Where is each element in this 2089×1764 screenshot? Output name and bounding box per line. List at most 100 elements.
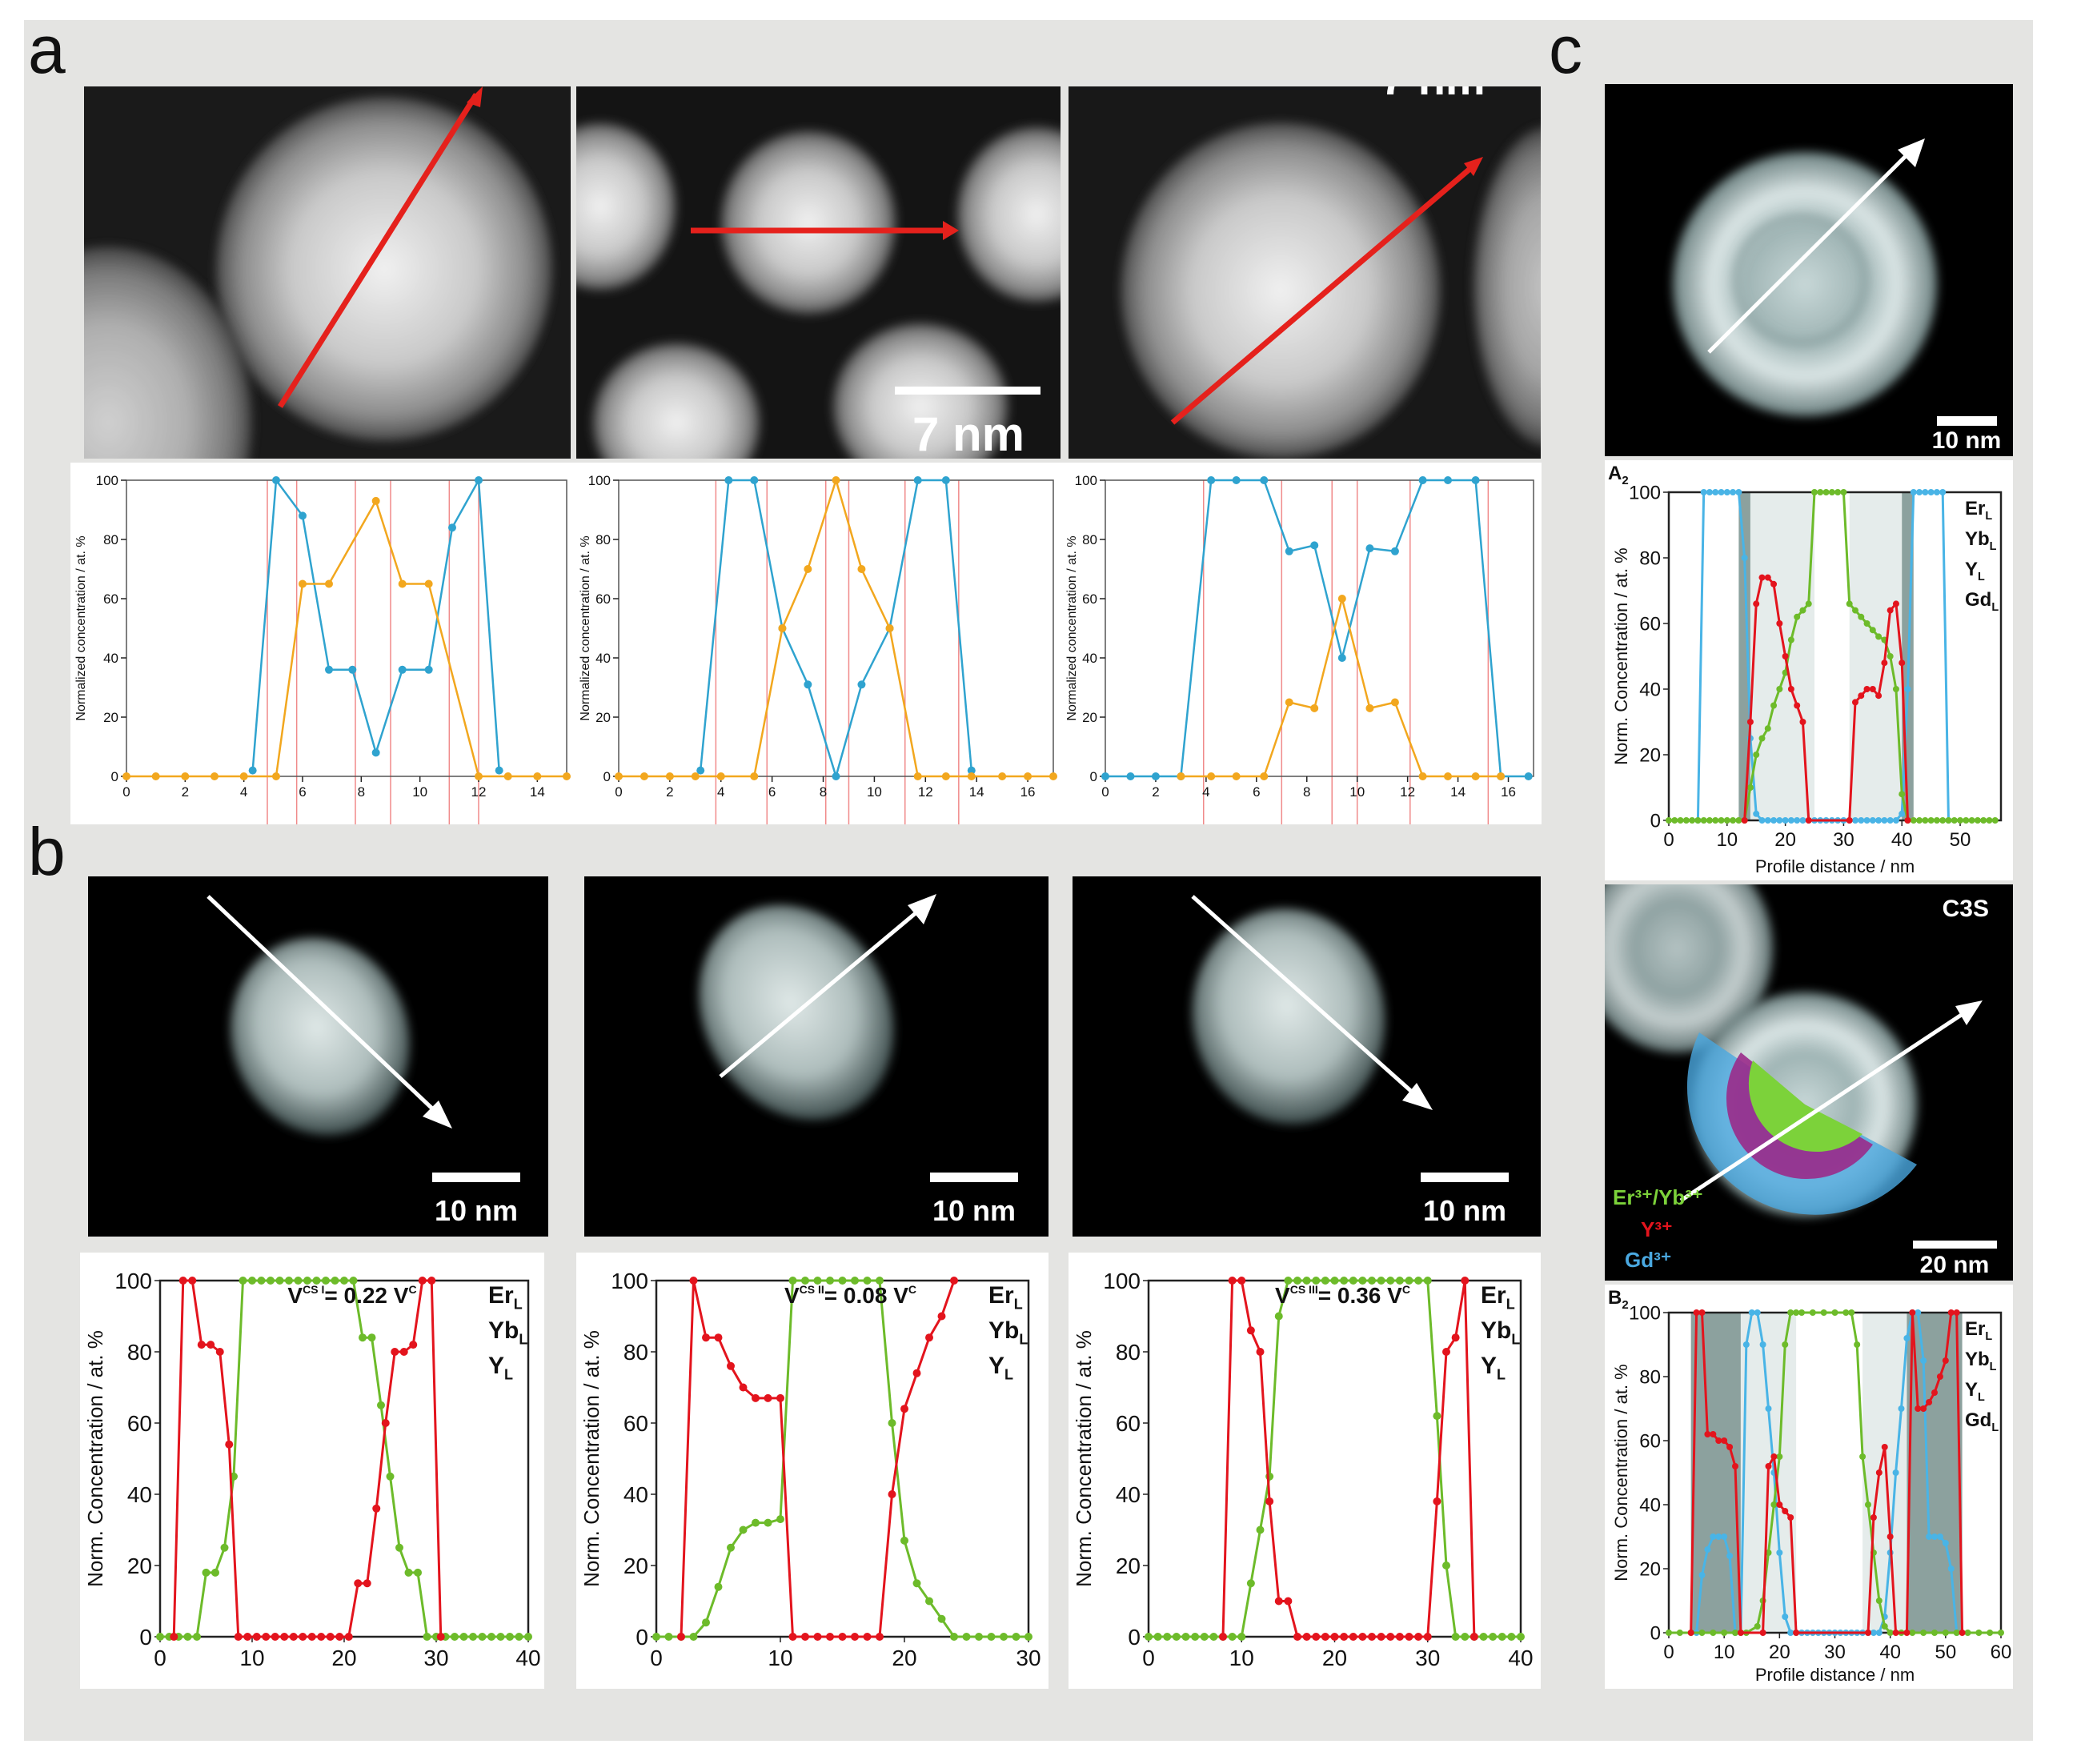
stem-image-c-top: 10 nm: [1605, 84, 2013, 456]
linescan-arrow: [1679, 1010, 1967, 1203]
data-point: [987, 1633, 996, 1641]
arrow-head: [908, 894, 936, 924]
x-tick-label: 30: [1833, 829, 1854, 851]
data-point: [1219, 1633, 1227, 1641]
data-point: [1759, 1341, 1766, 1348]
data-point: [1718, 489, 1725, 495]
line-profile-c-a2: 0 10 20 30 40 50 0 20 40 60 80 100 Norm. Concentrati…: [1605, 460, 2013, 880]
data-point: [1444, 772, 1452, 780]
data-point: [371, 748, 380, 757]
data-point: [271, 1633, 279, 1641]
data-point: [925, 1597, 933, 1606]
data-point: [1770, 702, 1778, 709]
subpanel-label: A2: [1608, 463, 1629, 487]
annotation-superscript: C: [408, 1283, 416, 1296]
x-tick-label: 0: [122, 784, 130, 800]
stem-image-c-bottom: C3S Er³⁺/Yb³⁺ Y³⁺ Gd³⁺ 20 nm: [1605, 884, 2013, 1281]
data-point: [1869, 627, 1876, 634]
y-tick-label: 60: [127, 1411, 152, 1436]
annotation-text: = 0.22 V: [324, 1283, 408, 1308]
legend-entry: YL: [988, 1353, 1013, 1383]
legend-entry: GdL: [1965, 589, 1999, 614]
data-point: [664, 1633, 673, 1641]
y-tick-label: 60: [623, 1411, 648, 1436]
data-point: [1395, 1633, 1404, 1641]
data-point: [1444, 476, 1452, 484]
y-tick-label: 40: [595, 651, 611, 666]
data-point: [1517, 1633, 1525, 1641]
data-point: [1177, 772, 1185, 780]
data-point: [1887, 1533, 1894, 1540]
data-point: [1246, 1326, 1255, 1335]
linescan-arrow: [206, 895, 434, 1110]
data-point: [317, 1633, 326, 1641]
x-axis-label: Profile distance / nm: [1755, 1665, 1915, 1685]
y-tick-label: 40: [127, 1482, 152, 1507]
data-point: [1024, 772, 1032, 780]
data-point: [563, 772, 571, 780]
data-point: [1330, 1277, 1339, 1285]
data-point: [876, 1633, 884, 1641]
data-point: [1710, 1533, 1717, 1540]
arrow-head: [1955, 1000, 1983, 1025]
data-point: [1822, 489, 1830, 495]
data-point: [1765, 1463, 1772, 1469]
x-tick-label: 0: [1142, 1646, 1155, 1670]
data-point: [801, 1633, 809, 1641]
data-point: [1330, 1633, 1339, 1641]
y-axis-label: Norm. Concentration / at. %: [579, 1330, 603, 1587]
data-point: [912, 1579, 921, 1588]
data-point: [326, 1633, 335, 1641]
data-point: [1368, 1633, 1376, 1641]
data-point: [941, 476, 950, 484]
x-tick-label: 20: [1769, 1642, 1790, 1663]
data-point: [1986, 817, 1993, 824]
arrow-head: [1464, 157, 1483, 176]
x-tick-label: 4: [1202, 784, 1209, 800]
data-point: [1723, 817, 1730, 824]
y-tick-label: 0: [111, 769, 118, 784]
data-point: [503, 772, 512, 780]
data-point: [1265, 1497, 1274, 1505]
series-line-shell: [699, 479, 973, 780]
data-point: [937, 1312, 946, 1321]
data-point: [487, 1633, 495, 1641]
data-point: [1910, 817, 1917, 824]
data-point: [832, 772, 840, 780]
data-point: [1302, 1633, 1311, 1641]
x-tick-label: 10: [239, 1646, 264, 1670]
data-point: [1909, 1309, 1916, 1316]
data-point: [1730, 489, 1737, 495]
subpanel-label: B2: [1608, 1287, 1629, 1312]
data-point: [285, 1277, 293, 1285]
data-point: [1358, 1633, 1367, 1641]
y-axis-label: Norm. Concentration / at. %: [1072, 1330, 1096, 1587]
y-tick-label: 20: [103, 710, 118, 725]
data-point: [1737, 1630, 1744, 1636]
x-tick-label: 10: [1714, 1642, 1735, 1663]
y-tick-label: 0: [1090, 769, 1097, 784]
panel-label-a: a: [28, 12, 66, 87]
data-point: [1340, 1633, 1349, 1641]
plot-area: 0 10 20 30 40 50 60 0 20 40 60 80 100 Norm. Concentra…: [1608, 1287, 2011, 1685]
data-point: [1858, 613, 1865, 620]
x-tick-label: 20: [1774, 829, 1796, 851]
data-point: [1718, 817, 1725, 824]
data-point: [272, 772, 280, 780]
stem-image-b2: 10 nm: [584, 876, 1049, 1237]
annotation-superscript: CS I: [303, 1283, 324, 1296]
data-point: [1151, 772, 1160, 780]
legend-entry: YbL: [1481, 1317, 1520, 1348]
y-axis-label: Normalized concentration / at. %: [74, 535, 88, 720]
data-point: [1753, 600, 1760, 607]
data-point: [1395, 1277, 1404, 1285]
data-point: [1524, 772, 1533, 780]
data-point: [714, 1333, 723, 1342]
nanoparticle-neighbor: [956, 126, 1061, 303]
data-point: [188, 1277, 197, 1285]
data-point: [1916, 817, 1923, 824]
y-axis-label: Normalized concentration / at. %: [1065, 535, 1079, 720]
data-point: [1461, 1633, 1470, 1641]
data-point: [340, 1277, 348, 1285]
data-point: [1869, 817, 1876, 824]
